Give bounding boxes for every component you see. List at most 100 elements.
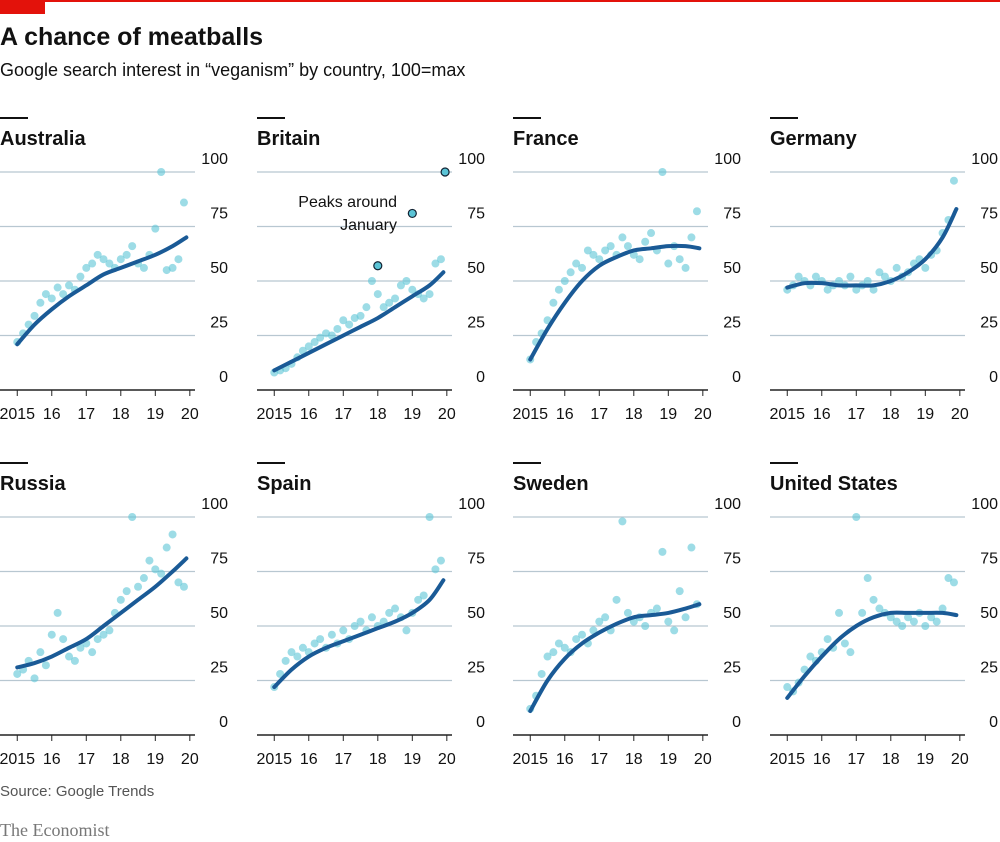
data-point [128, 242, 137, 251]
data-point [287, 648, 296, 657]
data-point [174, 255, 183, 264]
data-point [578, 630, 587, 639]
data-point [41, 661, 50, 670]
x-tick-label: 18 [369, 751, 387, 768]
data-point [70, 656, 79, 665]
x-tick-label: 2015 [512, 406, 548, 423]
data-point [875, 268, 884, 277]
data-point [304, 342, 313, 351]
x-tick-label: 2015 [769, 406, 805, 423]
data-point [65, 652, 74, 661]
x-tick-label: 19 [146, 751, 164, 768]
data-point [367, 613, 376, 622]
data-point [589, 626, 598, 635]
x-tick-label: 19 [403, 406, 421, 423]
data-point [76, 272, 85, 281]
data-point [938, 604, 947, 613]
data-point [823, 635, 832, 644]
data-point [549, 648, 558, 657]
data-point [949, 578, 958, 587]
data-point [783, 683, 792, 692]
y-tick-label: 75 [210, 551, 228, 568]
data-point [647, 229, 656, 238]
y-tick-label: 100 [201, 151, 228, 168]
data-point [419, 294, 428, 303]
trend-line [272, 270, 446, 373]
data-point [30, 311, 39, 320]
data-point [949, 176, 958, 185]
data-point [692, 207, 701, 216]
data-point [345, 320, 354, 329]
data-point [537, 669, 546, 678]
data-point [618, 233, 627, 242]
data-point [65, 281, 74, 290]
y-tick-label: 100 [971, 496, 998, 513]
peak-point [440, 167, 450, 177]
x-tick-label: 17 [590, 751, 608, 768]
data-point [560, 643, 569, 652]
x-tick-label: 2015 [256, 751, 292, 768]
data-point [327, 630, 336, 639]
data-point [904, 613, 913, 622]
data-point [179, 198, 188, 207]
panel-title: Spain [257, 473, 311, 495]
x-tick-label: 18 [369, 406, 387, 423]
y-tick-label: 25 [467, 660, 485, 677]
y-tick-label: 0 [732, 369, 741, 386]
x-tick-label: 19 [916, 406, 934, 423]
data-point [385, 608, 394, 617]
data-point [298, 643, 307, 652]
data-point [402, 626, 411, 635]
x-tick-label: 20 [951, 751, 969, 768]
data-point [431, 259, 440, 268]
x-tick-label: 2015 [0, 751, 35, 768]
data-point [641, 237, 650, 246]
data-point [675, 255, 684, 264]
x-tick-label: 16 [556, 406, 574, 423]
data-point [59, 635, 68, 644]
data-point [47, 630, 56, 639]
annotation: January [340, 217, 397, 234]
data-point [560, 277, 569, 285]
panel-title: Germany [770, 128, 858, 150]
y-tick-label: 0 [219, 714, 228, 731]
data-point [99, 255, 108, 264]
data-point [623, 608, 632, 617]
x-tick-label: 17 [847, 406, 865, 423]
y-tick-label: 25 [467, 315, 485, 332]
x-tick-label: 16 [813, 406, 831, 423]
y-tick-label: 50 [980, 260, 998, 277]
data-point [675, 587, 684, 596]
data-point [316, 333, 325, 342]
y-tick-label: 50 [467, 605, 485, 622]
data-point [47, 294, 56, 303]
trend-line [528, 602, 702, 714]
panel-title: Russia [0, 473, 66, 495]
data-point [687, 233, 696, 242]
trend-line [528, 243, 702, 362]
data-point [436, 255, 445, 264]
y-tick-label: 0 [989, 369, 998, 386]
data-point [846, 648, 855, 657]
data-point [339, 626, 348, 635]
data-point [840, 639, 849, 648]
data-point [589, 250, 598, 259]
data-point [572, 635, 581, 644]
data-point [436, 556, 445, 565]
data-point [151, 565, 160, 574]
data-point [30, 674, 39, 683]
x-tick-label: 16 [43, 751, 61, 768]
data-point [293, 652, 302, 661]
data-point [932, 617, 941, 626]
red-tag [0, 0, 45, 14]
data-point [362, 303, 371, 312]
data-point [179, 582, 188, 591]
data-point [76, 643, 85, 652]
x-tick-label: 18 [112, 751, 130, 768]
x-tick-label: 20 [694, 406, 712, 423]
x-tick-label: 18 [625, 406, 643, 423]
x-tick-label: 16 [300, 751, 318, 768]
data-point [82, 263, 91, 272]
data-point [875, 604, 884, 613]
x-tick-label: 17 [77, 406, 95, 423]
